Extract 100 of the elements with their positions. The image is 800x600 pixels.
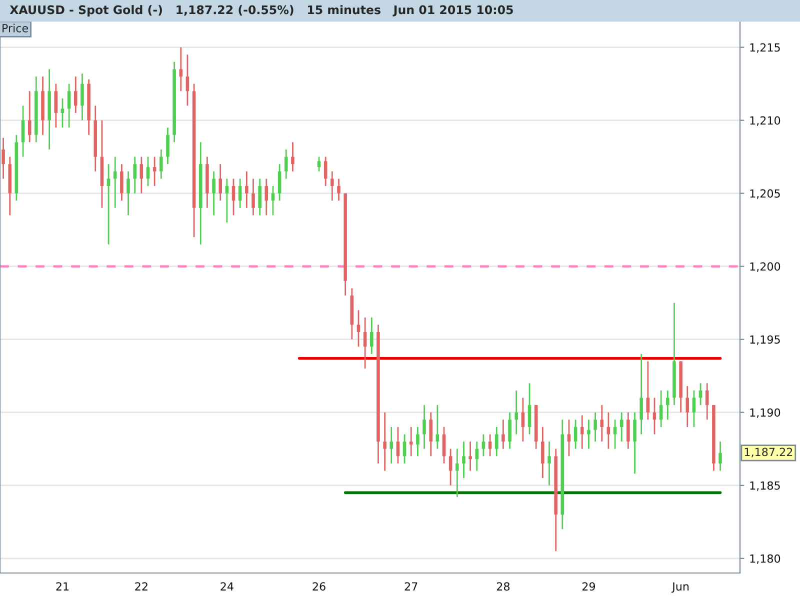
candlestick bbox=[462, 440, 466, 479]
candlestick bbox=[620, 412, 624, 442]
candlestick bbox=[502, 418, 505, 450]
candlestick bbox=[133, 156, 136, 194]
candlestick bbox=[218, 163, 222, 202]
x-tick-label: 26 bbox=[312, 582, 326, 591]
candlestick bbox=[356, 309, 360, 348]
x-tick-label: 21 bbox=[56, 582, 69, 590]
candlestick bbox=[232, 178, 236, 216]
y-tick-label: 1,180 bbox=[750, 554, 780, 564]
candlestick bbox=[28, 90, 32, 143]
x-tick-label: 27 bbox=[404, 582, 418, 590]
candlestick bbox=[416, 426, 420, 457]
candlestick bbox=[370, 316, 374, 355]
candlestick bbox=[67, 83, 71, 128]
candlestick bbox=[396, 426, 400, 464]
candlestick bbox=[166, 126, 170, 165]
candlestick bbox=[337, 178, 340, 202]
candlestick bbox=[521, 397, 525, 442]
candlestick bbox=[160, 148, 163, 180]
candlestick bbox=[80, 72, 84, 121]
candlestick bbox=[120, 163, 124, 202]
y-tick-label: 1,205 bbox=[750, 189, 780, 199]
candlestick bbox=[409, 426, 413, 457]
candlestick bbox=[633, 412, 636, 474]
candlestick bbox=[330, 170, 334, 202]
candlestick bbox=[264, 178, 268, 216]
candlestick bbox=[179, 46, 183, 92]
candlestick bbox=[528, 382, 532, 435]
candlestick bbox=[60, 98, 64, 128]
chart-title: XAUUSD - Spot Gold (-) 1,187.22 (-0.55%) 15 minutes Jun 01 2015 10:05 bbox=[10, 5, 513, 17]
candlestick bbox=[508, 412, 512, 450]
candlestick bbox=[126, 170, 130, 216]
candlestick bbox=[640, 353, 643, 435]
x-tick-label: 28 bbox=[496, 582, 510, 591]
candlestick bbox=[74, 76, 78, 114]
candlestick bbox=[383, 412, 386, 472]
y-tick-label: 1,185 bbox=[750, 481, 780, 491]
candlestick bbox=[482, 434, 486, 457]
candlestick bbox=[152, 156, 156, 187]
candlestick bbox=[363, 316, 367, 370]
candlestick bbox=[488, 434, 492, 457]
y-tick-label: 1,195 bbox=[750, 335, 780, 345]
candlestick bbox=[225, 178, 229, 224]
candlestick bbox=[626, 412, 630, 450]
candlestick bbox=[646, 360, 650, 420]
candlestick bbox=[594, 412, 597, 442]
candlestick bbox=[252, 178, 255, 216]
candlestick bbox=[548, 440, 551, 486]
candlestick bbox=[587, 418, 590, 450]
candlestick bbox=[2, 137, 5, 180]
candlestick bbox=[475, 440, 479, 472]
candlestick bbox=[278, 163, 282, 202]
candlestick bbox=[698, 382, 702, 406]
candlestick bbox=[580, 414, 584, 450]
x-tick-label: 22 bbox=[135, 582, 148, 590]
y-tick-label: 1,190 bbox=[750, 408, 780, 418]
candlestick bbox=[448, 448, 452, 486]
candlestick bbox=[258, 178, 262, 216]
candlestick bbox=[140, 156, 144, 194]
candlestick bbox=[659, 390, 663, 428]
candlestick bbox=[705, 382, 709, 420]
candlestick bbox=[402, 434, 406, 464]
candlestick bbox=[113, 156, 117, 209]
candlestick bbox=[686, 385, 690, 428]
candlestick bbox=[245, 170, 248, 209]
candlestick bbox=[613, 418, 617, 450]
candlestick bbox=[541, 426, 544, 479]
candlestick bbox=[106, 163, 110, 246]
candlestick bbox=[284, 148, 288, 180]
x-tick-label: 29 bbox=[582, 582, 595, 591]
candlestick bbox=[606, 412, 610, 450]
y-tick-label: 1,215 bbox=[750, 43, 780, 53]
x-tick-label: 24 bbox=[220, 582, 234, 590]
candlestick bbox=[21, 105, 25, 158]
candlestick bbox=[442, 426, 446, 464]
candlestick bbox=[600, 404, 604, 442]
candlestick bbox=[494, 426, 498, 457]
candlestick bbox=[429, 412, 432, 457]
candlestick bbox=[514, 390, 518, 435]
candlestick bbox=[324, 156, 328, 187]
y-tick-label: 1,210 bbox=[750, 116, 780, 126]
x-tick-label: Jun bbox=[672, 582, 689, 593]
candlestick bbox=[146, 156, 150, 187]
candlestick bbox=[186, 54, 190, 106]
annotation: Price bbox=[2, 24, 28, 32]
candlestick bbox=[574, 418, 578, 450]
candlestick bbox=[692, 390, 696, 428]
candlestick bbox=[238, 178, 242, 209]
candlestick bbox=[390, 426, 394, 464]
candlestick bbox=[666, 390, 670, 420]
candlestick bbox=[317, 156, 321, 172]
candlestick bbox=[456, 448, 459, 498]
text: 1,187.22 bbox=[744, 448, 792, 458]
candlestick bbox=[291, 142, 294, 172]
candlestick bbox=[212, 170, 216, 216]
candlestick bbox=[468, 440, 472, 472]
candlestick bbox=[54, 83, 58, 128]
candlestick bbox=[422, 404, 426, 450]
y-tick-label: 1,200 bbox=[750, 262, 780, 272]
